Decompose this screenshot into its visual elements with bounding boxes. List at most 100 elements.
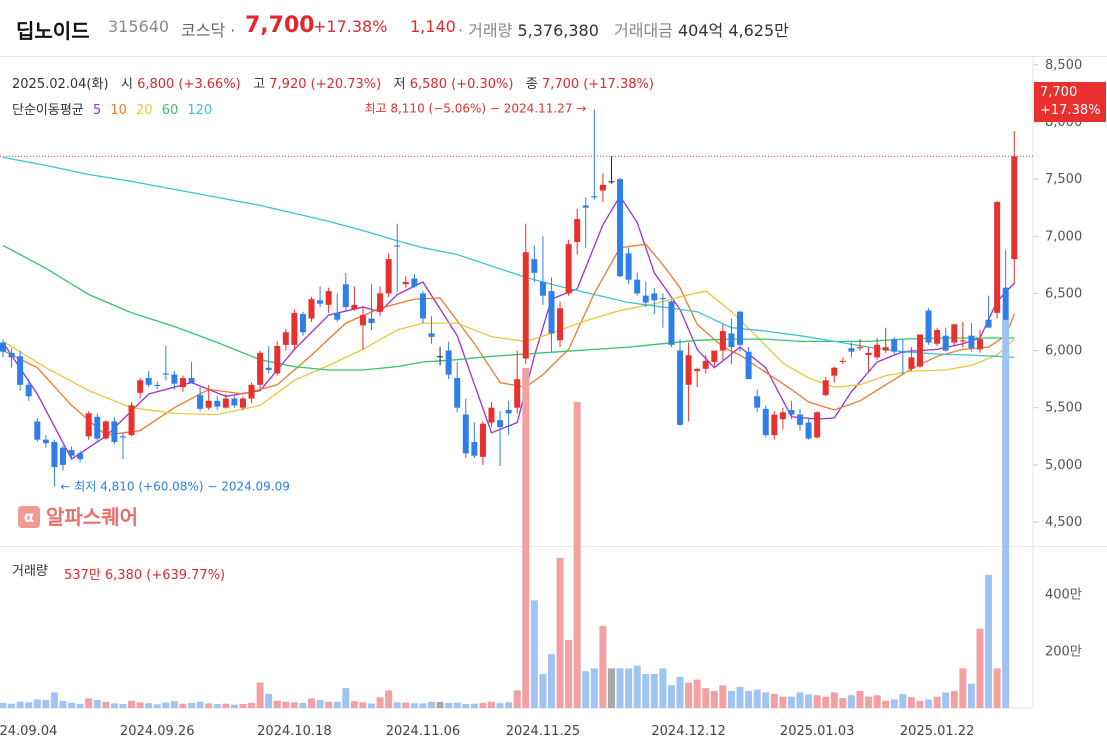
candle-body [257,352,264,385]
date-tick-label: 2024.10.18 [257,724,331,739]
candle-body [162,373,169,375]
close-label: 종 [525,77,538,92]
volume-bar [170,701,178,708]
volume-bar [667,685,675,708]
volume-value: 5,376,380 [517,21,599,40]
last-price-percent: +17.38% [1040,103,1101,118]
volume-bar [762,692,770,708]
brand-icon: α [18,506,40,528]
volume-bar [136,702,144,708]
volume-bar [590,668,598,708]
high-label: 고 [253,77,266,92]
volume-bar [522,368,530,708]
volume-bar [376,697,384,708]
candle-body [994,201,1001,313]
volume-bar [299,702,307,708]
candle-body [711,350,718,362]
volume-bar [573,402,581,708]
market-label: 코스닥 · [181,21,236,40]
ma-line-60 [2,244,1015,371]
volume-bar [239,704,247,708]
volume-bar [410,703,418,708]
volume-bar [196,701,204,708]
last-price-value: 7,700 [1040,85,1078,100]
volume-bar [0,702,7,708]
ma-10: 10 [110,103,127,118]
volume-bar [290,702,298,708]
price-tick-label: 5,000 [1045,458,1082,473]
candle-body [728,333,735,348]
volume-bar [556,557,564,708]
stock-code: 315640 [108,17,170,36]
volume-bar [76,704,84,708]
ma-line-120 [2,156,1015,359]
volume-bar [753,689,761,708]
candle-body [222,398,229,408]
volume-bar [710,691,718,708]
volume-bar [942,692,950,708]
volume-bar [8,703,16,708]
date-tick-label: 2024.09.26 [120,724,194,739]
candle-body [385,259,392,294]
candle-body [128,405,135,436]
candle-body [625,253,632,280]
price-tick-label: 7,000 [1045,229,1082,244]
candle-body [891,339,898,352]
candle-body [308,299,315,319]
volume-bar [93,700,101,708]
volume-bar [419,703,427,708]
candle-body [197,395,204,409]
candle-body [685,355,692,385]
candle-body [779,412,786,420]
candle-body [539,281,546,296]
candle-body [419,293,426,319]
volume-bar [727,691,735,708]
candle-body [497,420,504,428]
candle-body [908,357,915,369]
candle-body [342,284,349,308]
ma-20: 20 [136,103,153,118]
volume-bar [882,700,890,708]
candle-body [874,344,881,358]
ohlc-info: 2025.02.04(화) 시 6,800 (+3.66%) 고 7,920 (… [12,73,654,92]
current-price: 7,700 [245,13,315,38]
candle-body [951,324,958,343]
volume-bar [676,676,684,708]
price-tick-label: 8,500 [1045,58,1082,73]
candle-body [557,308,564,341]
volume-bar [993,668,1001,708]
volume-bar [822,696,830,708]
volume-panel[interactable]: 거래량 537만 6,380 (+639.77%) [0,546,1107,747]
volume-bar [102,701,110,708]
volume-bar [976,628,984,708]
candle-body [111,421,118,442]
volume-bar [205,703,213,708]
candle-body [642,295,649,303]
candle-body [522,252,529,359]
volume-bar [453,702,461,708]
price-chart-panel[interactable]: 2025.02.04(화) 시 6,800 (+3.66%) 고 7,920 (… [0,57,1107,545]
volume-bar [273,700,281,708]
candle-body [488,407,495,423]
candle-body [548,291,555,334]
volume-bar [282,701,290,708]
date-tick-label: 2024.11.25 [506,724,580,739]
candle-body [137,380,144,393]
volume-bar [496,703,504,708]
last-price-badge: 7,700 +17.38% [1034,82,1106,122]
volume-bar [856,691,864,708]
open-value: 6,800 (+3.66%) [137,77,241,92]
candle-body [514,379,521,408]
candle-body [531,259,538,273]
volume-bar [813,695,821,708]
candle-body [171,374,178,384]
volume-bar [162,702,170,708]
candle-body [471,441,478,456]
ma-line-10 [2,243,1015,436]
candle-body [745,351,752,380]
date-tick-label: 2025.01.03 [780,724,854,739]
volume-bar [539,674,547,708]
date-tick-label: 2024.12.12 [651,724,725,739]
candle-body [85,413,92,437]
